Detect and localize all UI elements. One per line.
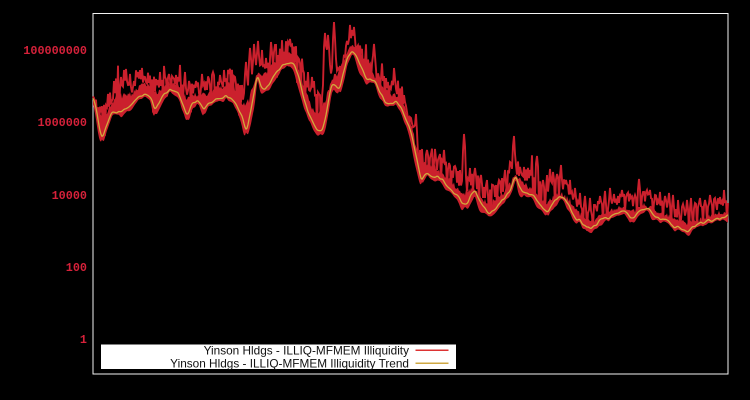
svg-text:10000: 10000 xyxy=(52,189,87,203)
svg-text:Yinson Hldgs - ILLIQ-MFMEM Ill: Yinson Hldgs - ILLIQ-MFMEM Illiquidity xyxy=(204,344,410,358)
svg-text:100: 100 xyxy=(66,261,87,275)
svg-text:Yinson Hldgs - ILLIQ-MFMEM Ill: Yinson Hldgs - ILLIQ-MFMEM Illiquidity T… xyxy=(170,356,409,370)
svg-text:1: 1 xyxy=(80,333,87,347)
svg-text:1000000: 1000000 xyxy=(37,116,87,130)
svg-text:100000000: 100000000 xyxy=(23,44,87,58)
